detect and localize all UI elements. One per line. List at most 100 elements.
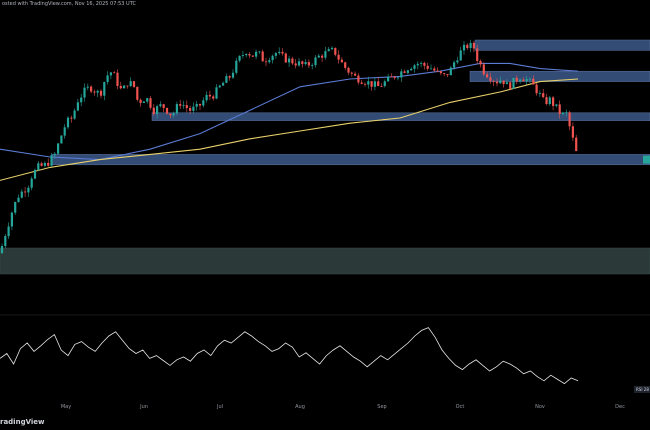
candle [248, 52, 251, 58]
candle [93, 89, 96, 96]
candle-body [387, 76, 390, 82]
candle-body [222, 82, 225, 86]
candle [294, 59, 297, 69]
candle-body [198, 103, 202, 106]
candle-body [446, 74, 449, 76]
candle [33, 168, 37, 180]
price-zones [0, 39, 650, 275]
candle [486, 71, 489, 79]
candle-body [33, 169, 37, 179]
candle [63, 124, 66, 139]
candle-body [152, 107, 155, 114]
candle [548, 95, 551, 106]
candle [24, 187, 27, 197]
candle-body [535, 84, 538, 94]
candle-body [515, 77, 518, 82]
candle-body [149, 98, 152, 108]
candle [225, 73, 228, 84]
indicator-pane: RSI 28 [0, 327, 650, 393]
candle-body [169, 113, 172, 116]
candle-body [489, 77, 492, 81]
candle-body [499, 80, 502, 84]
candle-body [370, 81, 373, 87]
candle [558, 100, 561, 119]
candle-body [538, 93, 541, 94]
candle [156, 104, 159, 119]
candle [212, 94, 215, 101]
candle-body [360, 82, 363, 84]
candle-body [337, 54, 340, 60]
candle-body [80, 97, 83, 103]
candle-body [327, 49, 330, 52]
candle-body [185, 105, 188, 109]
candle [208, 90, 211, 100]
candle [274, 52, 277, 59]
candle-body [354, 73, 357, 76]
candle [528, 77, 532, 84]
candle [66, 116, 70, 130]
candle-body [373, 81, 376, 87]
candle-body [347, 67, 350, 73]
candle [363, 82, 367, 87]
candle [542, 88, 545, 99]
candle [502, 80, 505, 88]
candle-body [119, 85, 122, 89]
candle [568, 110, 571, 131]
candle [456, 56, 459, 65]
x-tick-label: Aug [295, 404, 305, 410]
candle [403, 69, 406, 74]
candle-body [575, 137, 578, 152]
candle-body [179, 104, 182, 106]
candle-body [37, 163, 40, 170]
candle-body [509, 82, 512, 89]
candle-body [449, 67, 452, 76]
candle-body [291, 58, 294, 64]
candle [189, 105, 192, 115]
candle [179, 99, 182, 109]
candle [60, 135, 63, 144]
candle-body [350, 72, 353, 74]
candle-body [182, 105, 185, 106]
candle-body [403, 71, 406, 73]
candle-body [195, 103, 198, 107]
candle-body [192, 106, 195, 111]
candle [433, 66, 436, 72]
candle [109, 71, 112, 80]
candle-body [63, 127, 66, 136]
candle-body [129, 81, 132, 87]
candle-body [113, 72, 116, 74]
candle [439, 70, 442, 76]
candle [423, 61, 426, 70]
candle-body [482, 64, 485, 75]
candle-body [519, 79, 522, 82]
candle [43, 161, 46, 168]
candle-body [486, 74, 489, 78]
candle [30, 176, 33, 191]
candle [565, 109, 568, 117]
zone-blue-0 [474, 39, 650, 51]
candle-body [103, 82, 106, 96]
candle-body [545, 97, 548, 105]
candle [459, 46, 462, 61]
candle-body [50, 155, 53, 166]
candle [83, 83, 86, 102]
candle [532, 75, 535, 85]
candle-body [330, 47, 334, 50]
x-tick-label: Dec [615, 404, 625, 410]
candle-body [525, 79, 528, 82]
candle-body [268, 60, 271, 63]
candle-body [106, 75, 109, 83]
candle-body [86, 86, 89, 88]
candle [538, 90, 541, 97]
candle [420, 61, 423, 68]
candle [416, 61, 419, 70]
candle-body [472, 42, 475, 49]
candle-body [420, 62, 423, 64]
candle [202, 97, 205, 108]
candle-body [4, 236, 7, 246]
candle [426, 62, 429, 71]
candle [165, 107, 169, 115]
candle [80, 93, 83, 107]
candle-body [109, 72, 112, 76]
